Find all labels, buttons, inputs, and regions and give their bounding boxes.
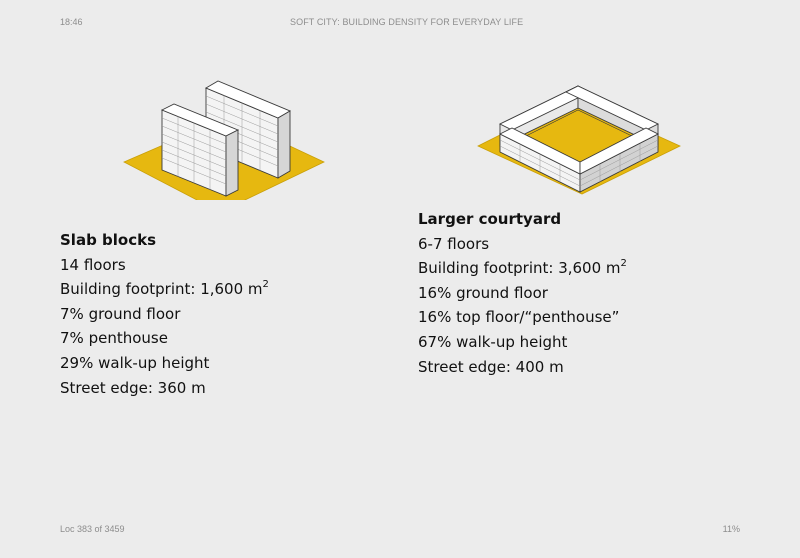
slab-footprint: Building footprint: 1,600 m2	[60, 277, 269, 302]
reading-location: Loc 383 of 3459	[60, 524, 125, 534]
courtyard-floors: 6-7 floors	[418, 234, 490, 253]
courtyard-street-edge: Street edge: 400 m	[418, 357, 564, 376]
larger-courtyard-title: Larger courtyard	[418, 210, 562, 228]
courtyard-front-walls	[498, 127, 659, 193]
slab-blocks-illustration	[116, 74, 332, 213]
larger-courtyard-illustration	[474, 76, 684, 196]
courtyard-footprint-exponent: 2	[620, 258, 627, 270]
larger-courtyard-stats: Larger courtyard 6-7 floors Building foo…	[418, 207, 627, 379]
slab-walkup: 29% walk-up height	[60, 353, 210, 372]
courtyard-footprint-label: Building footprint: 3,600 m	[418, 259, 621, 278]
slab-street-edge: Street edge: 360 m	[60, 378, 206, 397]
courtyard-drawing	[477, 85, 681, 195]
reading-progress: 11%	[722, 524, 740, 534]
courtyard-walkup: 67% walk-up height	[418, 332, 568, 351]
slab-blocks-title: Slab blocks	[60, 231, 157, 249]
slab-footprint-exponent: 2	[262, 279, 269, 291]
front-slab-building	[160, 103, 240, 197]
clock-time: 18:46	[60, 17, 83, 27]
courtyard-ground-floor: 16% ground floor	[418, 283, 548, 302]
courtyard-top-floor: 16% top floor/“penthouse”	[418, 308, 620, 327]
slab-ground-floor: 7% ground floor	[60, 304, 181, 323]
courtyard-footprint: Building footprint: 3,600 m2	[418, 256, 627, 281]
reader-header: 18:46 SOFT CITY: BUILDING DENSITY FOR EV…	[0, 17, 800, 33]
slab-floors: 14 floors	[60, 255, 126, 274]
courtyard-back-walls	[498, 85, 660, 147]
book-title: SOFT CITY: BUILDING DENSITY FOR EVERYDAY…	[290, 17, 524, 27]
slab-penthouse: 7% penthouse	[60, 329, 168, 348]
slab-footprint-label: Building footprint: 1,600 m	[60, 280, 263, 299]
slab-blocks-drawing	[123, 80, 325, 213]
slab-blocks-stats: Slab blocks 14 floors Building footprint…	[60, 228, 269, 400]
